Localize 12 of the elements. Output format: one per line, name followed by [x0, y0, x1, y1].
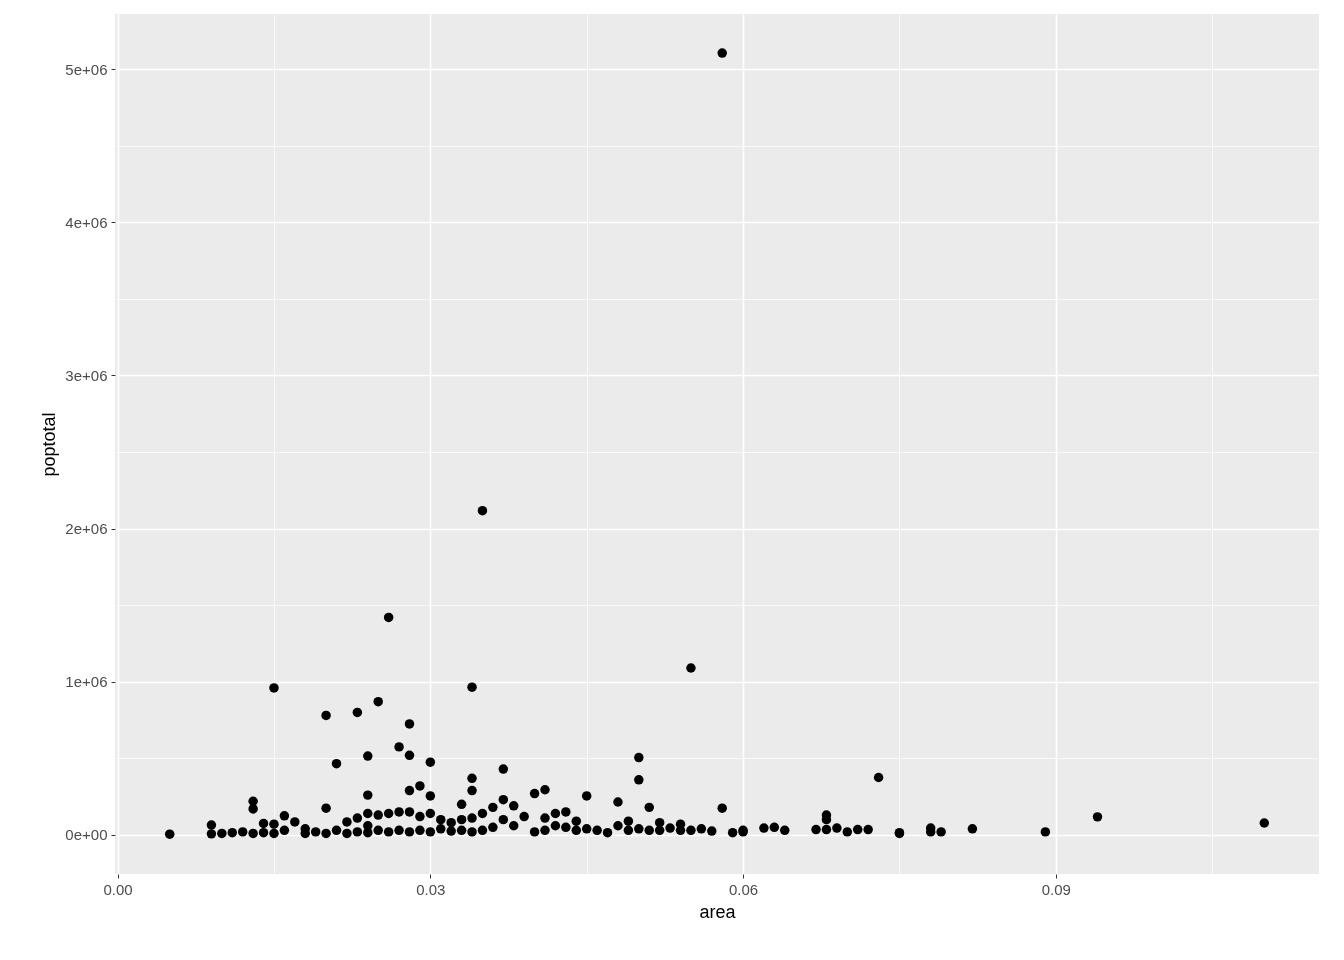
x-tick-label: 0.00 [103, 880, 133, 898]
y-tick-label: 2e+06 [65, 520, 108, 538]
y-axis-title: poptotal [39, 412, 60, 477]
y-tick-label: 1e+06 [65, 673, 108, 691]
y-tick-label: 0e+00 [65, 826, 108, 844]
x-tick-label: 0.03 [416, 880, 446, 898]
x-axis-title: area [699, 901, 737, 922]
y-tick-label: 4e+06 [65, 213, 108, 231]
y-tick-label: 5e+06 [65, 60, 108, 78]
y-tick-label: 3e+06 [65, 366, 108, 384]
x-tick-label: 0.06 [728, 880, 759, 898]
x-tick-label: 0.09 [1041, 880, 1071, 898]
